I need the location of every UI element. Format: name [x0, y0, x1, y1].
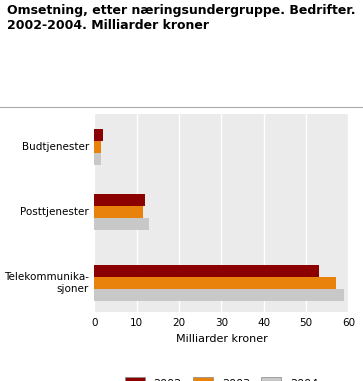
Bar — [94, 289, 344, 301]
Bar — [94, 218, 150, 230]
Bar — [94, 129, 103, 141]
Bar — [94, 141, 101, 153]
Bar — [94, 206, 143, 218]
Bar — [94, 265, 319, 277]
Bar — [94, 194, 145, 206]
Bar — [94, 153, 101, 165]
Text: Omsetning, etter næringsundergruppe. Bedrifter.
2002-2004. Milliarder kroner: Omsetning, etter næringsundergruppe. Bed… — [7, 4, 356, 32]
Legend: 2002, 2003, 2004: 2002, 2003, 2004 — [121, 373, 322, 381]
Bar — [94, 277, 336, 289]
X-axis label: Milliarder kroner: Milliarder kroner — [176, 333, 267, 344]
